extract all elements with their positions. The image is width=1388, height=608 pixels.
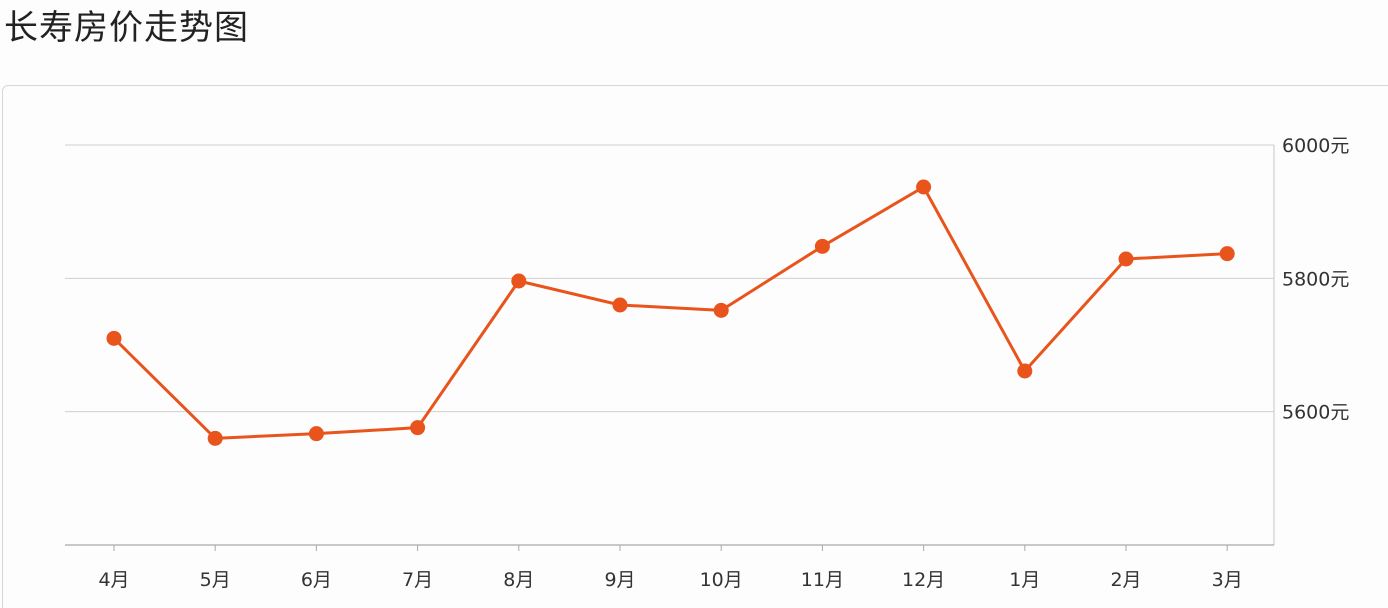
data-point bbox=[308, 426, 324, 442]
x-tick-label: 4月 bbox=[98, 569, 129, 591]
x-tick-label: 3月 bbox=[1212, 569, 1243, 591]
y-tick-label: 6000元 bbox=[1282, 135, 1349, 157]
x-tick-label: 2月 bbox=[1110, 569, 1141, 591]
data-point bbox=[511, 273, 527, 289]
x-tick-label: 11月 bbox=[801, 569, 844, 591]
data-point bbox=[1219, 246, 1235, 262]
x-tick-label: 6月 bbox=[301, 569, 332, 591]
data-point bbox=[1118, 251, 1134, 267]
x-tick-label: 9月 bbox=[604, 569, 635, 591]
data-point bbox=[916, 179, 932, 195]
data-point bbox=[612, 297, 628, 313]
data-point bbox=[814, 238, 830, 254]
x-tick-label: 8月 bbox=[503, 569, 534, 591]
data-point bbox=[410, 420, 426, 436]
x-tick-label: 10月 bbox=[700, 569, 743, 591]
page-title: 长寿房价走势图 bbox=[4, 8, 249, 48]
chart-panel bbox=[2, 85, 1388, 608]
data-point bbox=[1017, 363, 1033, 379]
x-tick-label: 1月 bbox=[1009, 569, 1040, 591]
series-line bbox=[112, 185, 1228, 440]
data-point bbox=[713, 302, 729, 318]
x-tick-label: 12月 bbox=[902, 569, 945, 591]
y-tick-label: 5800元 bbox=[1282, 268, 1349, 290]
x-tick-label: 5月 bbox=[200, 569, 231, 591]
y-tick-label: 5600元 bbox=[1282, 402, 1349, 424]
data-point bbox=[106, 330, 122, 346]
data-point bbox=[207, 430, 223, 446]
x-tick-label: 7月 bbox=[402, 569, 433, 591]
